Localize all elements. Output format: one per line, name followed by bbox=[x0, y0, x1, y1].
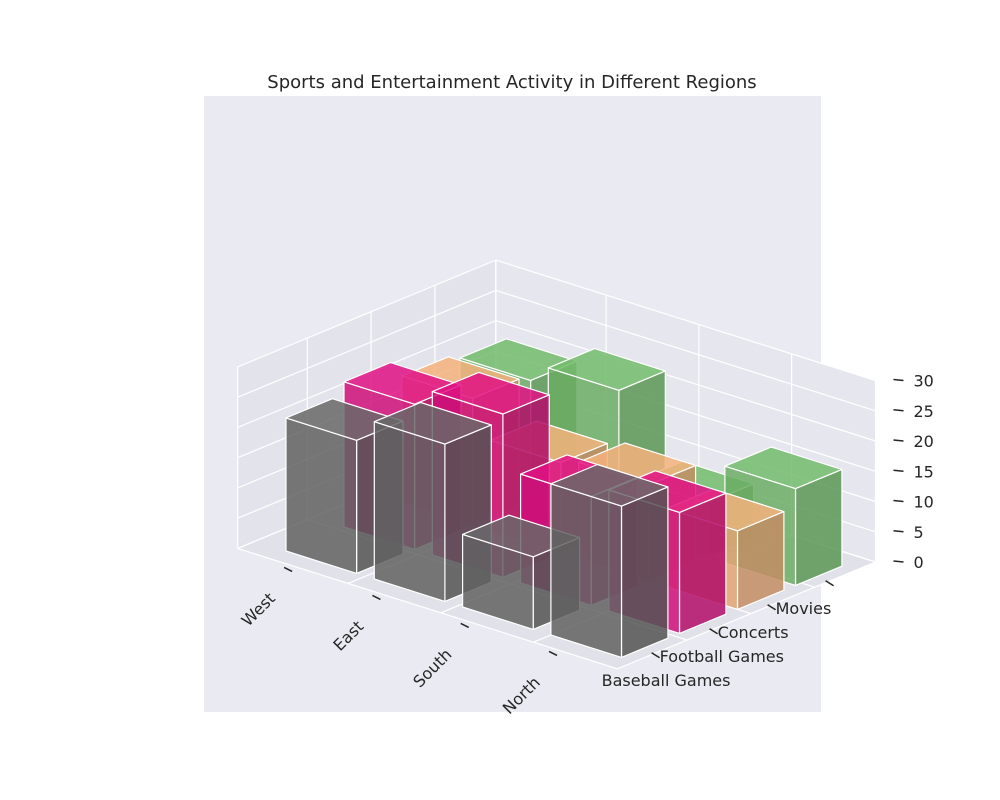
activity-label: Baseball Games bbox=[602, 671, 731, 690]
activity-tick bbox=[767, 604, 776, 611]
region-tick bbox=[283, 566, 293, 573]
bar-front-face bbox=[373, 421, 446, 603]
region-tick bbox=[460, 622, 470, 629]
z-tick bbox=[893, 560, 904, 563]
z-tick bbox=[893, 378, 904, 382]
z-tick-label: 25 bbox=[913, 402, 933, 421]
z-tick-label: 30 bbox=[913, 372, 933, 391]
bar-top-face bbox=[724, 446, 843, 490]
region-tick bbox=[372, 594, 381, 601]
z-tick bbox=[893, 469, 904, 472]
activity-label: Movies bbox=[776, 599, 832, 618]
bars bbox=[285, 338, 843, 659]
activity-tick bbox=[825, 580, 834, 587]
activity-tick bbox=[651, 652, 660, 659]
z-tick-label: 10 bbox=[913, 493, 933, 512]
bar bbox=[550, 463, 669, 659]
bar-front-face bbox=[285, 417, 358, 575]
axis-ticks bbox=[283, 378, 904, 659]
bar-side-face bbox=[794, 468, 843, 587]
bar-top-face bbox=[431, 371, 550, 415]
chart-title: Sports and Entertainment Activity in Dif… bbox=[267, 72, 756, 93]
z-tick bbox=[893, 530, 904, 533]
z-tick-label: 0 bbox=[913, 553, 923, 572]
bar-top-face bbox=[547, 348, 666, 391]
bar-side-face bbox=[678, 492, 727, 635]
z-tick bbox=[893, 439, 904, 442]
bar-top-face bbox=[373, 401, 492, 445]
z-tick-label: 15 bbox=[913, 462, 933, 481]
z-tick-label: 20 bbox=[913, 432, 933, 451]
region-tick bbox=[548, 650, 558, 657]
bar-side-face bbox=[620, 486, 669, 659]
z-tick bbox=[893, 499, 904, 503]
bar-top-face bbox=[550, 463, 669, 507]
activity-label: Concerts bbox=[718, 623, 789, 642]
z-tick-label: 5 bbox=[913, 523, 923, 542]
activity-tick bbox=[709, 628, 718, 635]
bar-front-face bbox=[550, 483, 623, 659]
activity-label: Football Games bbox=[660, 647, 784, 666]
z-tick bbox=[893, 409, 904, 412]
